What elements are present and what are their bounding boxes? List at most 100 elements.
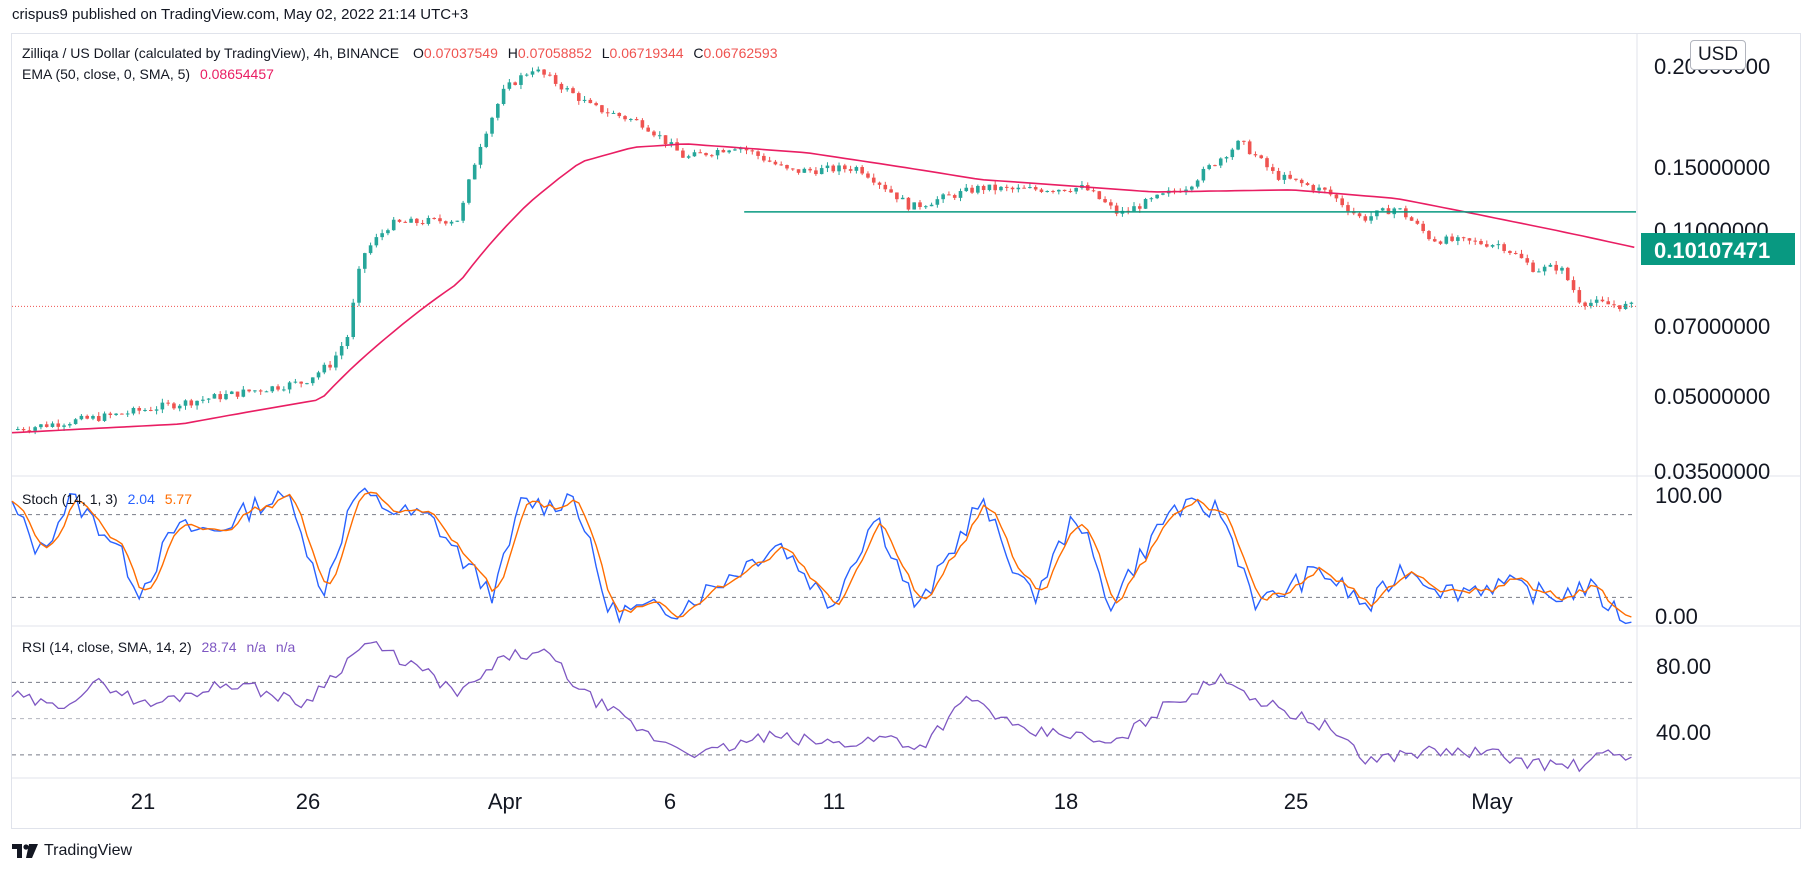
candle-body	[1594, 299, 1599, 303]
candle-body	[952, 195, 957, 198]
ohlc-open-value: 0.07037549	[424, 45, 498, 61]
stoch-legend[interactable]: Stoch (14, 1, 3) 2.04 5.77	[22, 491, 192, 507]
candle-body	[623, 116, 627, 120]
candle-body	[1404, 208, 1408, 218]
stoch-d-line	[11, 491, 1632, 618]
candle-body	[958, 191, 963, 198]
ema-legend[interactable]: EMA (50, close, 0, SMA, 5) 0.08654457	[22, 66, 274, 82]
chart-frame	[11, 33, 1801, 829]
candle-body	[1513, 253, 1518, 255]
candle-body	[154, 409, 159, 411]
candle-body	[56, 423, 61, 427]
candle-body	[195, 400, 199, 406]
candle-body	[322, 364, 327, 373]
candle-body	[710, 155, 714, 157]
price-axis-label: 0.05000000	[1654, 384, 1770, 409]
time-axis-label: May	[1471, 789, 1513, 814]
candle-body	[1461, 237, 1466, 239]
candle-body	[1577, 290, 1582, 303]
ohlc-close-value: 0.06762593	[704, 45, 778, 61]
rsi-label: RSI (14, close, SMA, 14, 2)	[22, 639, 192, 655]
candle-body	[368, 245, 373, 254]
rsi-axis-label-40: 40.00	[1656, 720, 1711, 745]
rsi-line	[11, 640, 1632, 773]
candle-body	[790, 168, 795, 170]
candle-body	[409, 218, 413, 223]
candle-body	[877, 182, 882, 185]
candle-body	[496, 103, 500, 118]
symbol-legend[interactable]: Zilliqa / US Dollar (calculated by Tradi…	[22, 45, 778, 61]
candle-body	[68, 424, 72, 426]
candle-body	[339, 346, 344, 356]
candle-body	[1323, 187, 1327, 190]
ohlc-low-value: 0.06719344	[610, 45, 684, 61]
candle-body	[426, 217, 431, 224]
candle-body	[386, 230, 390, 234]
candle-body	[773, 161, 778, 165]
candle-body	[39, 424, 43, 428]
candle-body	[1010, 187, 1015, 190]
candle-body	[282, 389, 286, 391]
candle-body	[1623, 303, 1628, 310]
ohlc-c-label: C	[693, 45, 703, 61]
candle-body	[102, 413, 107, 421]
ohlc-h-label: H	[508, 45, 518, 61]
candle-body	[1311, 185, 1316, 191]
candle-body	[1432, 239, 1437, 242]
candle-body	[733, 149, 737, 151]
candle-body	[993, 184, 997, 191]
candle-body	[588, 99, 593, 104]
candle-body	[987, 184, 992, 191]
candle-body	[524, 74, 529, 76]
candle-body	[1600, 299, 1605, 302]
candle-body	[362, 253, 367, 269]
candle-body	[1473, 240, 1478, 242]
ohlc-high-value: 0.07058852	[518, 45, 592, 61]
candle-body	[1618, 305, 1622, 310]
tradingview-brand: TradingView	[44, 842, 133, 859]
candle-body	[698, 152, 703, 154]
candle-body	[819, 168, 824, 175]
candle-body	[895, 192, 899, 200]
candle-body	[1560, 267, 1564, 271]
candle-body	[1375, 210, 1379, 217]
candle-body	[1427, 231, 1431, 240]
candle-body	[565, 88, 570, 90]
candle-body	[785, 165, 789, 169]
candle-body	[334, 355, 338, 368]
candle-body	[889, 189, 893, 193]
candle-body	[1334, 194, 1339, 199]
candle-body	[73, 419, 78, 425]
rsi-legend[interactable]: RSI (14, close, SMA, 14, 2) 28.74 n/a n/…	[22, 639, 295, 655]
currency-button[interactable]: USD	[1690, 40, 1746, 70]
publisher-line: crispus9 published on TradingView.com, M…	[12, 6, 469, 23]
candle-body	[15, 429, 20, 431]
candle-body	[1074, 187, 1078, 192]
axes-layer	[12, 34, 1800, 828]
candle-body	[848, 169, 853, 171]
rsi-axis-label-80: 80.00	[1656, 654, 1711, 679]
candle-body	[432, 217, 436, 219]
tradingview-watermark[interactable]: TradingView	[12, 842, 132, 860]
time-axis-label: 25	[1284, 789, 1308, 814]
candle-body	[611, 112, 616, 114]
candle-body	[166, 402, 170, 404]
candle-body	[1479, 241, 1483, 245]
candle-body	[1282, 174, 1287, 180]
candle-body	[328, 364, 332, 368]
candle-body	[796, 169, 801, 173]
candle-body	[1571, 280, 1576, 291]
candle-body	[1294, 178, 1298, 180]
candle-body	[634, 119, 639, 121]
candle-body	[1057, 189, 1061, 192]
candle-body	[981, 185, 986, 191]
candle-body	[79, 415, 84, 420]
candle-body	[721, 150, 726, 153]
candle-body	[1137, 206, 1142, 209]
candle-body	[455, 220, 460, 222]
candle-body	[1253, 154, 1258, 156]
candle-body	[1271, 167, 1275, 171]
candle-body	[1369, 216, 1373, 221]
candle-body	[837, 165, 841, 172]
